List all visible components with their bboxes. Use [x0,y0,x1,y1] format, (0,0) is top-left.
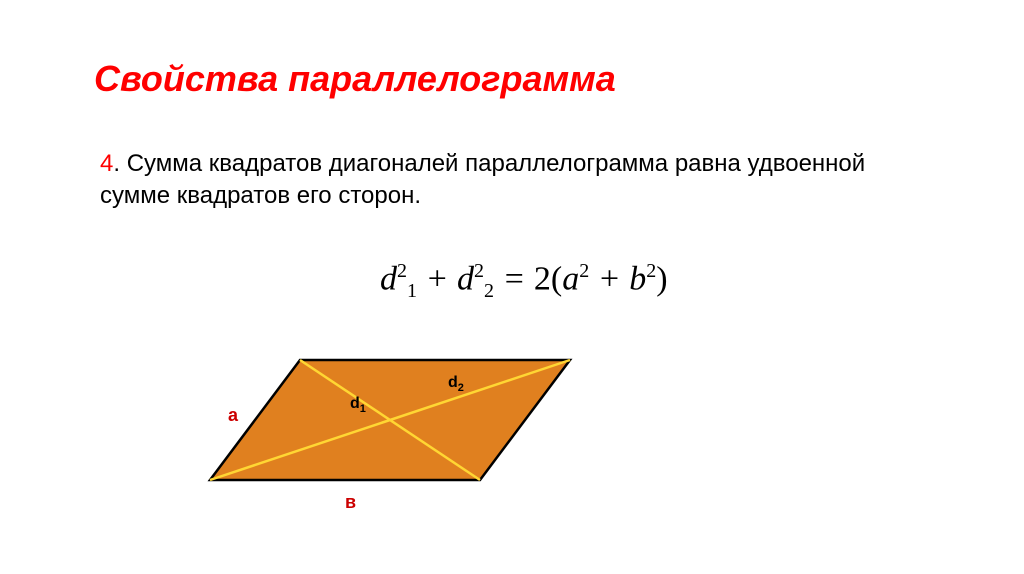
formula-d2-sup: 2 [474,260,484,282]
formula-d1-sup: 2 [397,260,407,282]
side-label-a: а [228,405,238,426]
formula-d1: d [380,260,397,297]
formula-a: a [562,260,579,297]
formula-plus2: + [589,260,629,297]
parallelogram-diagram: а в d1 d2 [200,350,600,530]
formula-d2: d [457,260,474,297]
formula-two: 2 [534,260,551,297]
diagonal-label-d2: d2 [448,374,464,394]
property-number: 4 [100,150,113,177]
formula-rparen: ) [656,260,667,297]
parallelogram-svg [200,350,600,530]
title-text: Свойства параллелограмма [94,58,616,99]
formula-b-sup: 2 [646,260,656,282]
formula: d21 + d22 = 2(a2 + b2) [380,260,668,303]
side-label-b: в [345,492,356,513]
formula-a-sup: 2 [579,260,589,282]
formula-b: b [629,260,646,297]
diagonal-label-d1: d1 [350,395,366,415]
formula-lparen: ( [551,260,562,297]
formula-d2-sub: 2 [484,280,494,302]
formula-eq: = [494,260,534,297]
formula-plus1: + [417,260,457,297]
property-lead: . [113,150,126,177]
slide-title: Свойства параллелограмма [94,58,616,100]
formula-d1-sub: 1 [407,280,417,302]
property-body: Сумма квадратов диагоналей параллелограм… [100,150,865,209]
property-statement: 4. Сумма квадратов диагоналей параллелог… [100,148,920,213]
